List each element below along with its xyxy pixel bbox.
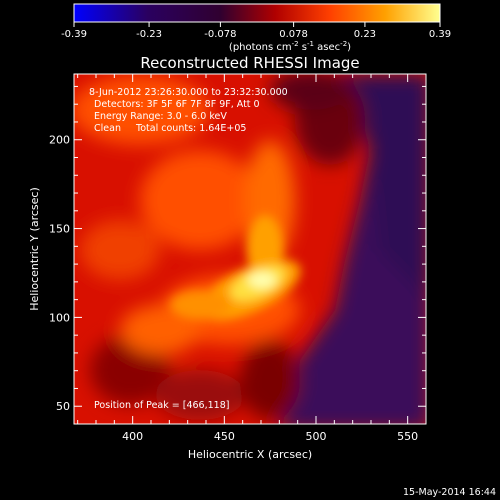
plot-frame xyxy=(73,73,427,425)
colorbar-units: (photons cm-2 s-1 asec-2) xyxy=(229,40,351,53)
x-tick-label: 500 xyxy=(306,430,327,443)
x-tick-label: 450 xyxy=(214,430,235,443)
timestamp: 15-May-2014 16:44 xyxy=(403,487,496,498)
y-tick-label: 50 xyxy=(56,400,70,413)
colorbar-tick-label: -0.078 xyxy=(204,29,236,40)
y-tick-label: 150 xyxy=(49,223,70,236)
y-axis-label: Heliocentric Y (arcsec) xyxy=(28,187,41,311)
x-axis-ticks: 400 450 500 550 xyxy=(77,74,418,443)
annotation-energy: Energy Range: 3.0 - 6.0 keV xyxy=(94,111,227,122)
x-tick-label: 550 xyxy=(397,430,418,443)
y-axis-ticks: 50 100 150 200 xyxy=(49,85,426,413)
annotation-time: 8-Jun-2012 23:26:30.000 to 23:32:30.000 xyxy=(86,87,288,98)
annotation-clean: Clean Total counts: 1.64E+05 xyxy=(94,123,246,134)
colorbar-ticks: -0.39 -0.23 -0.078 0.078 0.23 0.39 xyxy=(61,22,451,40)
heatmap-image xyxy=(74,74,426,424)
colorbar-tick-label: 0.39 xyxy=(429,29,451,40)
x-tick-label: 400 xyxy=(122,430,143,443)
colorbar-tick-label: 0.078 xyxy=(279,29,308,40)
colorbar-tick-label: -0.39 xyxy=(61,29,87,40)
x-axis-label: Heliocentric X (arcsec) xyxy=(188,448,312,461)
colorbar-tick-label: 0.23 xyxy=(354,29,376,40)
y-tick-label: 200 xyxy=(49,134,70,147)
chart-title: Reconstructed RHESSI Image xyxy=(140,54,359,72)
peak-position-label: Position of Peak = [466,118] xyxy=(94,400,229,411)
colorbar xyxy=(73,3,441,23)
y-tick-label: 100 xyxy=(49,311,70,324)
colorbar-tick-label: -0.23 xyxy=(136,29,162,40)
annotation-detectors: Detectors: 3F 5F 6F 7F 8F 9F, Att 0 xyxy=(94,99,260,110)
